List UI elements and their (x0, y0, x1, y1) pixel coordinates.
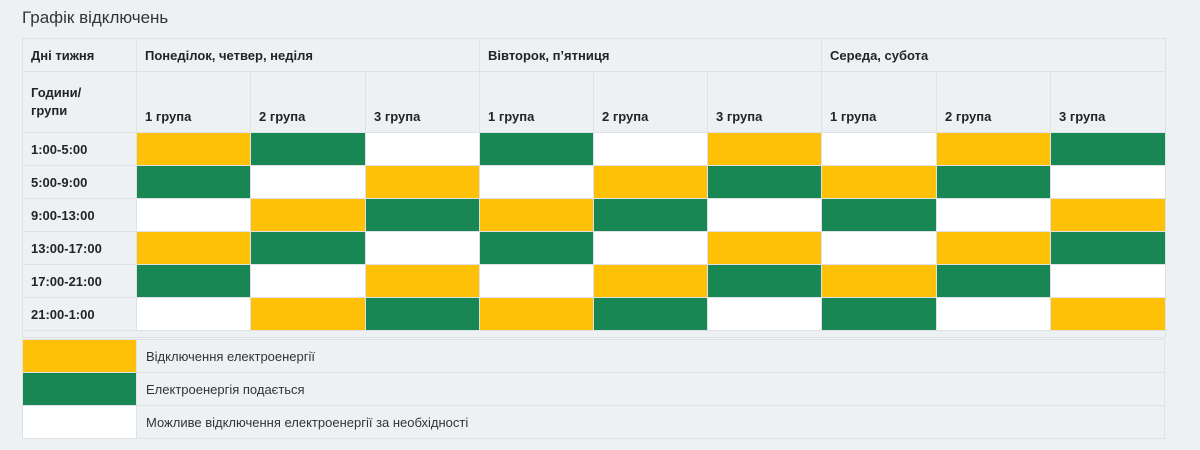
schedule-cell-maybe (479, 165, 594, 199)
legend-label: Можливе відключення електроенергії за не… (136, 405, 1165, 439)
time-slot-label: 5:00-9:00 (22, 165, 137, 199)
legend-row: Електроенергія подається (22, 372, 1165, 406)
schedule-cell-off (593, 264, 708, 298)
group-header: 3 група (1050, 71, 1167, 133)
schedule-cell-maybe (365, 231, 480, 265)
schedule-cell-on (821, 198, 938, 232)
time-slot-label: 17:00-21:00 (22, 264, 137, 298)
legend-swatch-off (22, 339, 137, 373)
schedule-cell-on (479, 231, 594, 265)
schedule-cell-maybe (821, 231, 938, 265)
schedule-cell-maybe (1050, 165, 1167, 199)
schedule-cell-off (136, 132, 251, 166)
group-header: 3 група (365, 71, 480, 133)
schedule-cell-on (250, 231, 366, 265)
days-label: Дні тижня (22, 38, 137, 72)
schedule-row: 1:00-5:00 (22, 132, 1167, 166)
legend-swatch-maybe (22, 405, 137, 439)
time-slot-label: 1:00-5:00 (22, 132, 137, 166)
schedule-cell-on (1050, 132, 1167, 166)
group-header: 2 група (936, 71, 1052, 133)
schedule-cell-maybe (706, 297, 823, 331)
outage-schedule-table: Дні тижня Понеділок, четвер, неділя Вівт… (21, 38, 1167, 338)
schedule-cell-on (365, 198, 480, 232)
schedule-cell-off (706, 231, 823, 265)
schedule-cell-maybe (250, 264, 366, 298)
legend-body: Відключення електроенергії Електроенергія… (22, 339, 1165, 439)
group-header: 2 група (250, 71, 366, 133)
legend-swatch-on (22, 372, 137, 406)
schedule-cell-maybe (136, 198, 251, 232)
schedule-cell-off (936, 132, 1052, 166)
schedule-row: 9:00-13:00 (22, 198, 1167, 232)
legend-row: Відключення електроенергії (22, 339, 1165, 373)
schedule-cell-on (593, 198, 708, 232)
schedule-cell-off (365, 264, 480, 298)
day-group-header: Середа, субота (821, 38, 1167, 72)
schedule-row: 5:00-9:00 (22, 165, 1167, 199)
group-header: 3 група (706, 71, 823, 133)
schedule-cell-off (821, 264, 938, 298)
schedule-cell-off (479, 297, 594, 331)
spacer-cell (21, 330, 1167, 338)
schedule-cell-on (593, 297, 708, 331)
page-title: Графік відключень (22, 8, 169, 27)
schedule-cell-off (1050, 198, 1167, 232)
schedule-cell-on (936, 165, 1052, 199)
legend-label: Електроенергія подається (136, 372, 1165, 406)
schedule-cell-on (136, 264, 251, 298)
schedule-cell-maybe (593, 132, 708, 166)
schedule-cell-off (479, 198, 594, 232)
schedule-cell-on (479, 132, 594, 166)
hours-groups-label: Години/групи (22, 71, 137, 133)
schedule-cell-maybe (1050, 264, 1167, 298)
schedule-cell-off (250, 198, 366, 232)
schedule-cell-on (250, 132, 366, 166)
schedule-cell-maybe (936, 297, 1052, 331)
time-slot-label: 13:00-17:00 (22, 231, 137, 265)
schedule-cell-on (365, 297, 480, 331)
schedule-cell-off (365, 165, 480, 199)
schedule-cell-off (821, 165, 938, 199)
schedule-cell-off (936, 231, 1052, 265)
schedule-cell-maybe (250, 165, 366, 199)
schedule-body: 1:00-5:00 5:00-9:00 9:00-13:00 13:00-17:00 1… (21, 132, 1167, 338)
day-group-header: Вівторок, п’ятниця (478, 38, 823, 72)
schedule-cell-maybe (936, 198, 1052, 232)
time-slot-label: 9:00-13:00 (22, 198, 137, 232)
schedule-cell-off (706, 132, 823, 166)
schedule-cell-on (706, 165, 823, 199)
day-group-header: Понеділок, четвер, неділя (136, 38, 480, 72)
schedule-cell-maybe (593, 231, 708, 265)
group-header: 1 група (479, 71, 594, 133)
table-spacer-row (21, 330, 1167, 338)
schedule-cell-on (706, 264, 823, 298)
schedule-cell-maybe (479, 264, 594, 298)
group-header: 1 група (821, 71, 938, 133)
schedule-cell-maybe (365, 132, 480, 166)
schedule-cell-maybe (821, 132, 938, 166)
schedule-cell-maybe (136, 297, 251, 331)
schedule-row: 13:00-17:00 (22, 231, 1167, 265)
schedule-cell-on (1050, 231, 1167, 265)
group-header: 2 група (593, 71, 708, 133)
day-groups-header-row: Дні тижня Понеділок, четвер, неділя Вівт… (22, 38, 1167, 72)
schedule-cell-on (936, 264, 1052, 298)
legend-row: Можливе відключення електроенергії за не… (22, 405, 1165, 439)
schedule-cell-on (821, 297, 938, 331)
schedule-cell-off (136, 231, 251, 265)
time-slot-label: 21:00-1:00 (22, 297, 137, 331)
groups-header-row: Години/групи 1 група 2 група 3 група 1 г… (22, 71, 1167, 133)
schedule-cell-off (250, 297, 366, 331)
schedule-row: 17:00-21:00 (22, 264, 1167, 298)
legend-table: Відключення електроенергії Електроенергія… (22, 339, 1165, 439)
group-header: 1 група (136, 71, 251, 133)
schedule-row: 21:00-1:00 (22, 297, 1167, 331)
schedule-cell-on (136, 165, 251, 199)
schedule-cell-maybe (706, 198, 823, 232)
legend-label: Відключення електроенергії (136, 339, 1165, 373)
schedule-cell-off (593, 165, 708, 199)
schedule-cell-off (1050, 297, 1167, 331)
